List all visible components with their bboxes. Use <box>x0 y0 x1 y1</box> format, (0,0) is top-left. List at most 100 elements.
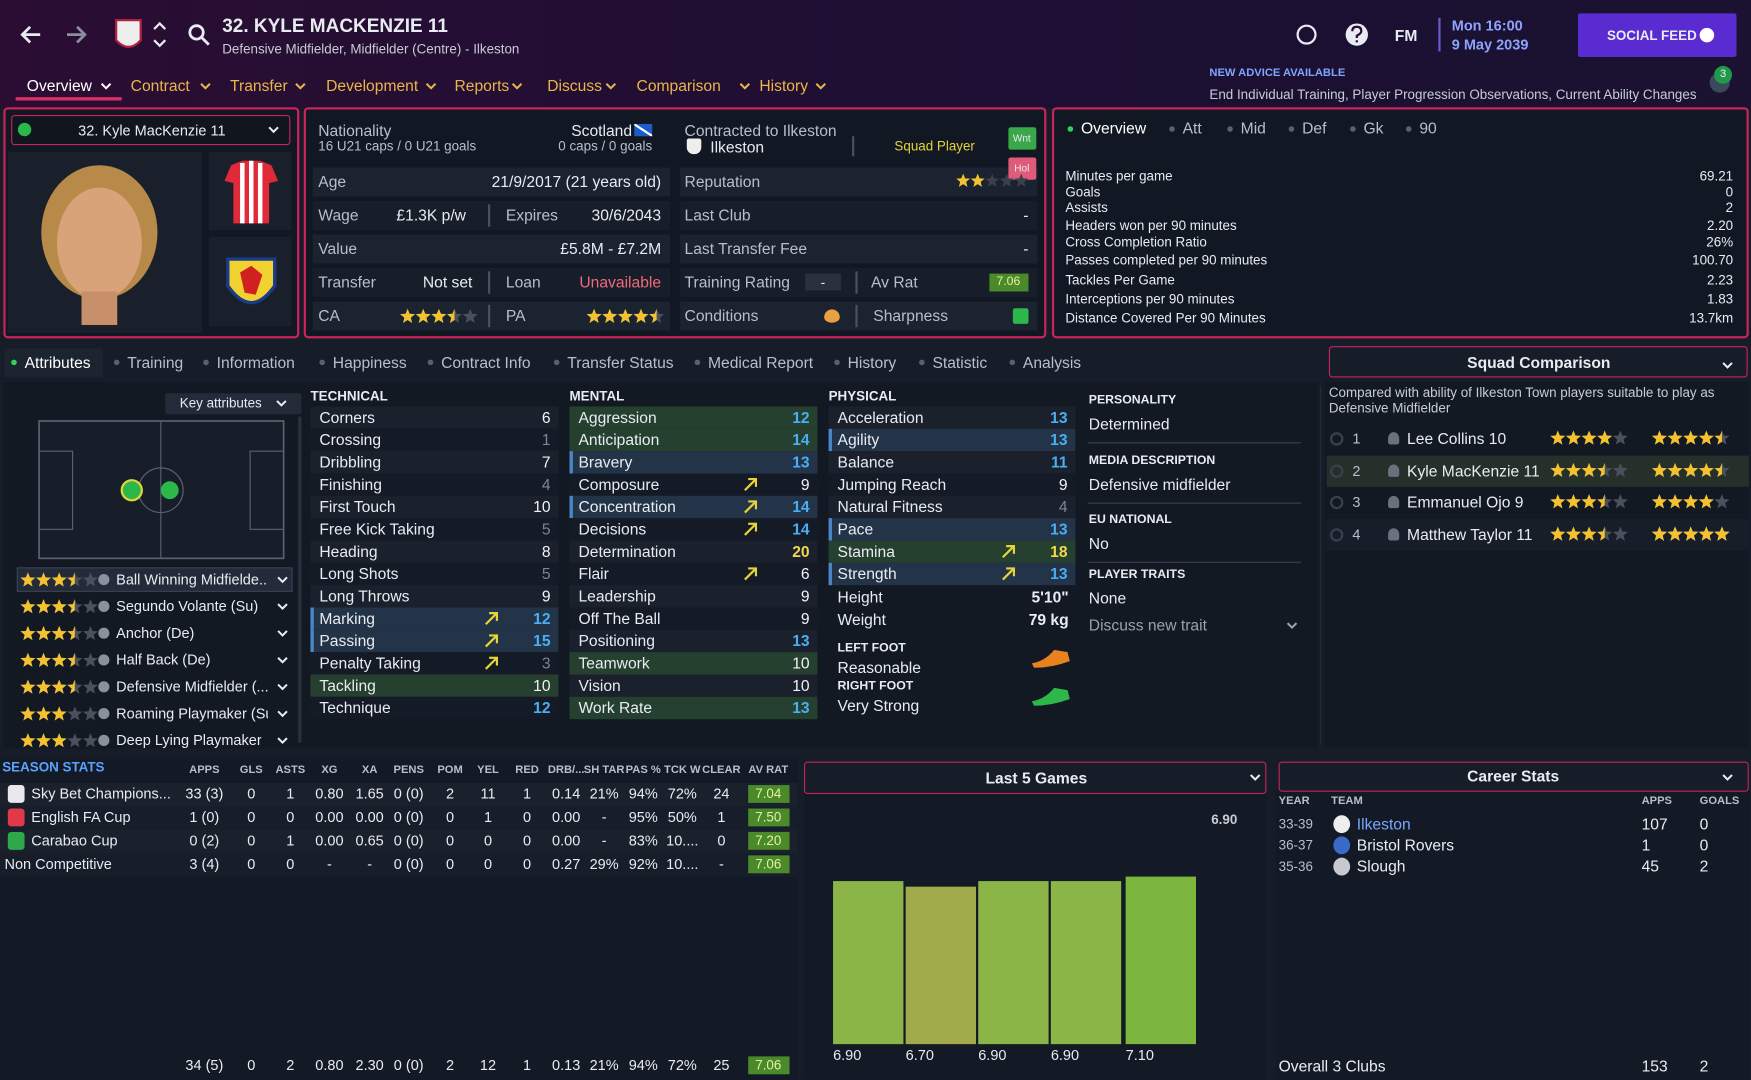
stat-cell: 0 <box>523 855 532 873</box>
social-feed-label[interactable]: SOCIAL FEED <box>1606 27 1697 44</box>
stat-cell: - <box>327 855 332 873</box>
section-tab[interactable]: Analysis <box>1022 353 1082 372</box>
info-label: Last Transfer Fee <box>684 239 808 258</box>
player-up[interactable] <box>153 21 167 48</box>
star-full <box>1581 525 1597 541</box>
career-team[interactable]: Ilkeston <box>1356 814 1411 833</box>
season-title[interactable]: SEASON STATS <box>2 759 105 775</box>
arrow-path <box>484 611 499 626</box>
nav-tab[interactable]: Transfer <box>230 76 288 95</box>
player-select-label[interactable]: 32. Kyle MacKenzie 11 <box>78 121 226 139</box>
nav-tab[interactable]: Overview <box>26 76 92 95</box>
progress-arrow <box>484 656 499 670</box>
overview-tab[interactable]: Gk <box>1363 119 1384 137</box>
nav-tab[interactable]: Discuss <box>547 76 602 95</box>
attr-value: 13 <box>1050 408 1068 427</box>
attr-name: Penalty Taking <box>319 653 421 672</box>
role-name[interactable]: Ball Winning Midfielde... <box>116 570 269 588</box>
stat-cell: 1 <box>523 785 532 803</box>
info-icon <box>98 627 110 639</box>
attr-row <box>310 495 559 519</box>
foot-value: Very Strong <box>837 696 920 715</box>
career-header[interactable] <box>1278 761 1749 792</box>
overview-tab[interactable]: Overview <box>1080 119 1147 137</box>
row-radio <box>1330 527 1344 542</box>
overview-tab[interactable]: Mid <box>1240 119 1266 137</box>
section-tab[interactable]: Statistic <box>932 353 988 372</box>
attr-value: 9 <box>800 475 810 494</box>
nav-tab[interactable]: Contract <box>130 76 190 95</box>
key-attr-button[interactable] <box>165 393 302 415</box>
profile-label: PERSONALITY <box>1088 393 1177 407</box>
tab-dot <box>113 359 119 365</box>
role-name[interactable]: Roaming Playmaker (Su) <box>116 704 269 722</box>
stat-cell: 10.... <box>666 855 699 873</box>
info-label: Transfer <box>318 273 376 292</box>
role-name[interactable]: Half Back (De) <box>116 651 211 669</box>
section-tab[interactable]: Training <box>127 353 184 372</box>
tab-dot <box>10 359 17 365</box>
globe-icon[interactable] <box>1296 24 1317 45</box>
section-tab[interactable]: Information <box>216 353 295 372</box>
role-name[interactable]: Deep Lying Playmaker <box>116 731 262 749</box>
squad-rank: 1 <box>1352 430 1361 447</box>
attr-name: Weight <box>837 610 886 629</box>
stat-cell: 2.30 <box>355 1056 384 1074</box>
key-attr-label[interactable]: Key attributes <box>179 395 262 411</box>
stat-cell: 83% <box>628 832 658 849</box>
arrow-path <box>1002 567 1016 581</box>
squad-header[interactable] <box>1328 346 1748 378</box>
back-icon[interactable] <box>20 25 41 44</box>
rating-value: 7.04 <box>755 785 782 802</box>
header-bar <box>0 0 1751 109</box>
stat-label: Minutes per game <box>1065 168 1173 185</box>
overview-tab[interactable]: Def <box>1302 119 1327 137</box>
attr-row <box>569 674 818 697</box>
tab-dot <box>1226 125 1233 132</box>
attr-group-title: MENTAL <box>569 388 625 405</box>
overview-tab[interactable]: Att <box>1182 119 1202 137</box>
progress-arrow <box>1002 567 1016 581</box>
role-name[interactable]: Anchor (De) <box>116 624 195 642</box>
chevron <box>1286 622 1298 630</box>
search-icon[interactable] <box>188 24 205 41</box>
fm-logo[interactable]: FM <box>1394 26 1418 45</box>
star-full <box>20 625 36 641</box>
section-tab[interactable]: Attributes <box>24 353 91 372</box>
tab-dot <box>202 359 209 365</box>
star-full <box>20 733 36 748</box>
section-tab[interactable]: Medical Report <box>707 353 814 372</box>
stat-cell: 1 <box>523 1056 532 1074</box>
row-radio <box>1330 432 1344 446</box>
tab-dot <box>553 359 559 365</box>
nav-tab[interactable]: Development <box>326 76 419 95</box>
section-tab[interactable]: Happiness <box>332 353 407 372</box>
section-tab[interactable]: Transfer Status <box>567 353 674 372</box>
info-value: Not set <box>422 273 473 292</box>
overview-tab[interactable]: 90 <box>1419 119 1437 137</box>
star-full <box>649 308 657 323</box>
section-tab[interactable]: History <box>847 353 897 372</box>
star-rating <box>1651 525 1730 541</box>
role-name[interactable]: Defensive Midfielder (... <box>116 678 269 695</box>
stat-cell: 0.00 <box>315 808 344 826</box>
nav-tab[interactable]: History <box>759 76 809 95</box>
position-alt <box>120 479 143 502</box>
section-tab[interactable]: Contract Info <box>441 353 531 372</box>
position-main <box>160 481 179 500</box>
player-graphics <box>7 151 292 333</box>
player-select[interactable] <box>11 115 291 146</box>
stat-cell: 0 <box>445 832 455 849</box>
star-empty <box>1612 525 1628 541</box>
competition-name: Carabao Cup <box>31 832 118 849</box>
role-name[interactable]: Segundo Volante (Su) <box>116 597 259 615</box>
nav-tab[interactable]: Reports <box>454 76 510 95</box>
arrow-path <box>744 522 758 536</box>
info-icon <box>98 654 110 666</box>
forward-icon[interactable] <box>67 25 87 44</box>
discuss-trait[interactable]: Discuss new trait <box>1088 615 1207 634</box>
chevron-path <box>1722 362 1733 369</box>
attr-name: Pace <box>837 519 874 538</box>
last5-header[interactable] <box>804 761 1267 794</box>
nav-tab[interactable]: Comparison <box>636 76 721 95</box>
